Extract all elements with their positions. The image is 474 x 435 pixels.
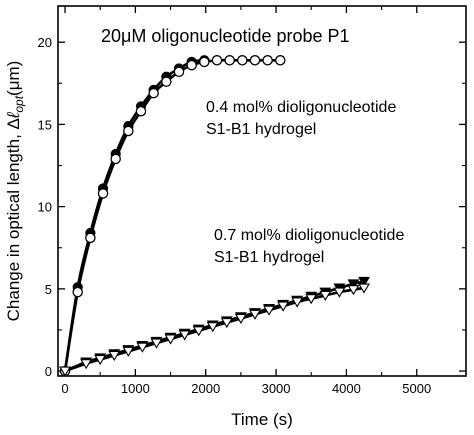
data-point-open-triangle [277, 301, 290, 312]
x-tick-label: 2000 [191, 381, 220, 396]
data-point-open-triangle [192, 326, 205, 337]
fit-curve [64, 286, 365, 373]
data-point-open-triangle [178, 330, 191, 341]
data-point-open-circle [211, 55, 223, 66]
data-point-open-circle [110, 153, 121, 165]
y-axis-title-symbol: ℓ [4, 112, 23, 119]
y-tick-label: 5 [45, 282, 52, 297]
data-point-open-circle [97, 188, 109, 199]
chart-title: 20μM oligonucleotide probe P1 [101, 26, 350, 46]
x-axis-title: Time (s) [231, 410, 293, 429]
fit-curve [64, 280, 365, 373]
y-axis-title-subscript: opt [12, 95, 26, 112]
data-point-open-circle [186, 59, 197, 71]
data-point-open-triangle [80, 359, 93, 370]
data-point-open-triangle [291, 297, 304, 308]
data-point-open-circle [262, 55, 273, 66]
data-point-filled-triangle [358, 276, 370, 288]
data-point-open-triangle [150, 338, 163, 349]
data-point-open-circle [135, 105, 147, 117]
data-point-open-triangle [108, 350, 121, 362]
data-point-open-triangle [206, 322, 219, 333]
data-point-open-circle [224, 55, 235, 66]
x-tick-label: 1000 [121, 381, 150, 396]
y-axis-title-suffix: (μm) [4, 61, 23, 96]
data-point-open-triangle [347, 285, 360, 296]
data-point-open-triangle [249, 309, 261, 320]
data-point-filled-triangle [347, 279, 360, 290]
data-point-open-triangle [164, 334, 177, 345]
x-tick-label: 4000 [332, 381, 361, 396]
data-point-open-circle [237, 55, 248, 66]
data-point-open-triangle [305, 294, 318, 305]
x-tick-label: 0 [61, 381, 68, 396]
data-point-open-triangle [136, 342, 149, 353]
data-point-open-circle [199, 56, 210, 68]
data-point-open-triangle [263, 305, 275, 316]
data-point-open-circle [161, 76, 172, 87]
y-tick-label: 0 [45, 364, 52, 379]
annotation-2-line-1: 0.7 mol% dioligonucleotide [214, 227, 404, 244]
data-point-open-triangle [333, 287, 346, 298]
axis-ticks [58, 6, 466, 376]
annotation-2-line-2: S1-B1 hydrogel [214, 249, 324, 266]
data-point-open-circle [148, 87, 159, 99]
data-point-open-circle [173, 66, 185, 78]
data-points [59, 55, 370, 377]
x-tick-label: 3000 [262, 381, 291, 396]
data-point-open-triangle [358, 283, 370, 294]
data-point-open-circle [249, 55, 261, 66]
annotation-1-line-2: S1-B1 hydrogel [206, 121, 316, 138]
data-point-open-triangle [122, 346, 135, 357]
data-point-open-triangle [59, 366, 71, 377]
annotation-1-line-1: 0.4 mol% dioligonucleotide [206, 99, 396, 116]
tick-labels: 0 1000 2000 3000 4000 5000 0 5 10 15 20 [38, 35, 432, 396]
data-point-open-circle [275, 55, 286, 66]
data-point-open-triangle [319, 290, 332, 302]
data-point-open-circle [123, 125, 134, 137]
data-point-open-triangle [234, 313, 247, 325]
data-point-open-triangle [220, 318, 233, 329]
y-tick-label: 15 [38, 117, 52, 132]
y-axis-title-prefix: Change in optical length, Δ [4, 118, 23, 321]
plot-frame [57, 5, 467, 377]
data-point-open-circle [85, 232, 96, 244]
y-axis-title: Change in optical length, Δℓopt(μm) [4, 61, 26, 322]
x-tick-label: 5000 [402, 381, 431, 396]
data-point-open-triangle [94, 355, 107, 366]
data-point-open-circle [72, 286, 83, 298]
y-tick-label: 10 [38, 200, 52, 215]
fit-curve [63, 58, 205, 372]
y-tick-label: 20 [38, 35, 52, 50]
